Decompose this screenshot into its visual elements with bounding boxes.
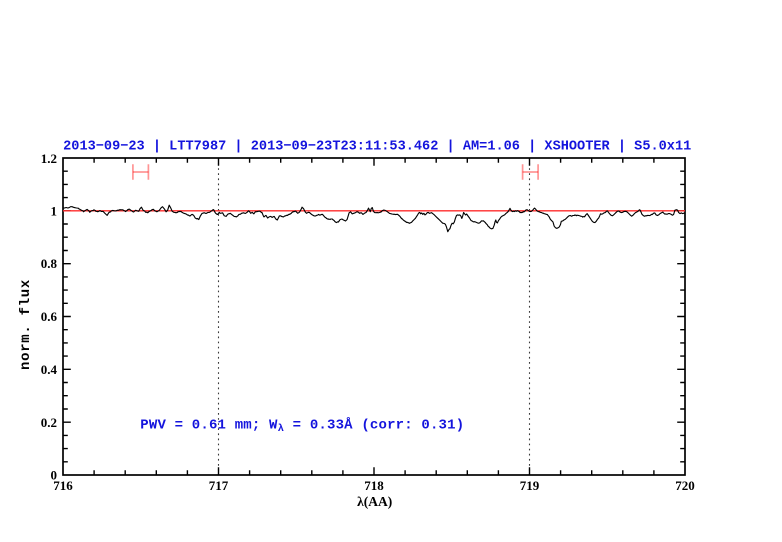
svg-text:0.8: 0.8	[41, 256, 58, 271]
svg-text:719: 719	[520, 478, 540, 493]
svg-text:0.4: 0.4	[41, 362, 58, 377]
svg-text:717: 717	[209, 478, 229, 493]
svg-text:PWV = 0.61 mm; Wλ = 0.33Å (cor: PWV = 0.61 mm; Wλ = 0.33Å (corr: 0.31)	[140, 416, 464, 435]
svg-text:0.2: 0.2	[41, 415, 57, 430]
svg-text:λ(AA): λ(AA)	[357, 494, 392, 509]
svg-text:720: 720	[675, 478, 695, 493]
svg-text:718: 718	[364, 478, 384, 493]
svg-text:2013−09−23 | LTT7987 | 2013−09: 2013−09−23 | LTT7987 | 2013−09−23T23:11:…	[63, 139, 691, 154]
svg-text:1.2: 1.2	[41, 151, 57, 166]
svg-text:0: 0	[51, 467, 58, 482]
svg-text:norm. flux: norm. flux	[18, 279, 34, 370]
svg-text:1: 1	[51, 203, 58, 218]
svg-text:716: 716	[53, 478, 73, 493]
svg-text:0.6: 0.6	[41, 309, 58, 324]
